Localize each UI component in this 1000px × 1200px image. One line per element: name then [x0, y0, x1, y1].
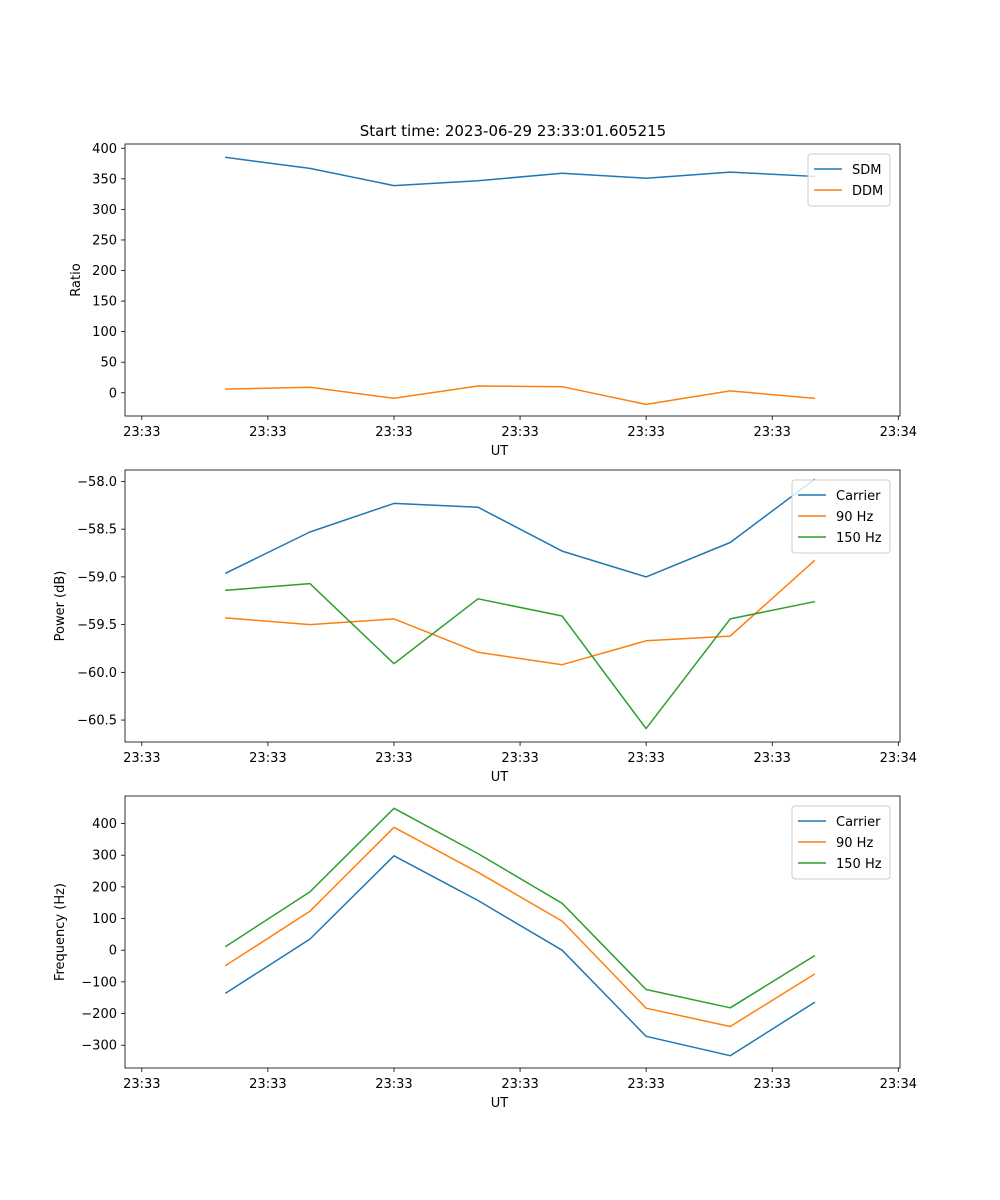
- power-x-tick-label: 23:33: [753, 751, 790, 766]
- power-y-tick-label: −60.5: [77, 714, 117, 729]
- ratio-x-tick-label: 23:33: [753, 425, 790, 440]
- ratio-x-tick-label: 23:33: [501, 425, 538, 440]
- power-x-axis-label: UT: [491, 770, 509, 785]
- frequency-x-tick-label: 23:33: [501, 1077, 538, 1092]
- ratio-x-tick-label: 23:33: [249, 425, 286, 440]
- frequency-x-tick-label: 23:33: [627, 1077, 664, 1092]
- ratio-y-tick-label: 0: [109, 386, 117, 401]
- ratio-x-tick-label: 23:33: [375, 425, 412, 440]
- ratio-legend-label: SDM: [852, 163, 881, 178]
- power-x-tick-label: 23:33: [501, 751, 538, 766]
- ratio-x-tick-label: 23:34: [880, 425, 917, 440]
- ratio-y-tick-label: 350: [92, 172, 117, 187]
- frequency-y-tick-label: 0: [109, 944, 117, 959]
- power-y-tick-label: −58.5: [77, 523, 117, 538]
- frequency-series-90-hz-line: [224, 826, 816, 1028]
- ratio-x-tick-label: 23:33: [627, 425, 664, 440]
- power-x-tick-label: 23:34: [880, 751, 917, 766]
- power-y-tick-label: −58.0: [77, 475, 117, 490]
- power-legend-label: 150 Hz: [836, 531, 882, 546]
- ratio-legend: [807, 153, 891, 207]
- frequency-x-tick-label: 23:33: [375, 1077, 412, 1092]
- power-series-150-hz-line: [225, 582, 816, 730]
- frequency-x-tick-label: 23:34: [880, 1077, 917, 1092]
- frequency-legend-label: 90 Hz: [836, 836, 873, 851]
- ratio-x-axis-label: UT: [491, 444, 509, 459]
- power-y-tick-label: −59.0: [77, 570, 117, 585]
- power-x-tick-label: 23:33: [627, 751, 664, 766]
- power-x-tick-label: 23:33: [375, 751, 412, 766]
- ratio-y-tick-label: 200: [92, 264, 117, 279]
- ratio-axes-frame: [124, 143, 901, 417]
- frequency-y-tick-label: 300: [92, 849, 117, 864]
- frequency-series-carrier-line: [224, 855, 816, 1057]
- frequency-x-tick-label: 23:33: [249, 1077, 286, 1092]
- power-legend-label: 90 Hz: [836, 510, 873, 525]
- frequency-y-tick-label: 400: [92, 817, 117, 832]
- frequency-axes-frame: [124, 795, 901, 1069]
- ratio-legend-label: DDM: [852, 184, 883, 199]
- frequency-legend: [791, 805, 891, 880]
- ratio-series-sdm-line: [225, 156, 816, 187]
- frequency-legend-label: 150 Hz: [836, 857, 882, 872]
- ratio-y-axis-label: Ratio: [69, 263, 84, 296]
- power-x-tick-label: 23:33: [123, 751, 160, 766]
- ratio-y-tick-label: 50: [100, 356, 117, 371]
- ratio-y-tick-label: 250: [92, 233, 117, 248]
- frequency-y-tick-label: −100: [81, 975, 117, 990]
- power-y-axis-label: Power (dB): [53, 571, 68, 642]
- frequency-x-axis-label: UT: [491, 1096, 509, 1111]
- power-y-tick-label: −60.0: [77, 666, 117, 681]
- power-legend-label: Carrier: [836, 489, 881, 504]
- ratio-y-tick-label: 100: [92, 325, 117, 340]
- panel-power: 23:33 23:33 23:33 23:33 23:33 23:33 23:34 −60.5…: [53, 469, 917, 785]
- power-series-90-hz-line: [225, 559, 816, 666]
- frequency-y-tick-label: −300: [81, 1039, 117, 1054]
- frequency-legend-label: Carrier: [836, 815, 881, 830]
- frequency-y-tick-label: 100: [92, 912, 117, 927]
- power-series-carrier-line: [224, 478, 816, 578]
- power-legend: [791, 479, 891, 554]
- panel-frequency: 23:33 23:33 23:33 23:33 23:33 23:33 23:34 −300 −…: [53, 795, 917, 1111]
- figure-title: Start time: 2023-06-29 23:33:01.605215: [360, 122, 666, 140]
- frequency-y-axis-label: Frequency (Hz): [53, 883, 68, 981]
- ratio-y-tick-label: 300: [92, 203, 117, 218]
- power-x-tick-label: 23:33: [249, 751, 286, 766]
- frequency-x-tick-label: 23:33: [123, 1077, 160, 1092]
- frequency-y-tick-label: 200: [92, 880, 117, 895]
- panel-ratio: 23:33 23:33 23:33 23:33 23:33 23:33 23:34 0 50 10…: [69, 142, 917, 459]
- frequency-series-150-hz-line: [224, 807, 816, 1009]
- ratio-y-tick-label: 150: [92, 295, 117, 310]
- frequency-x-tick-label: 23:33: [753, 1077, 790, 1092]
- power-axes-frame: [124, 469, 901, 743]
- ratio-y-tick-label: 400: [92, 142, 117, 157]
- ratio-x-tick-label: 23:33: [123, 425, 160, 440]
- ratio-series-ddm-line: [225, 385, 816, 406]
- power-y-tick-label: −59.5: [77, 618, 117, 633]
- frequency-y-tick-label: −200: [81, 1007, 117, 1022]
